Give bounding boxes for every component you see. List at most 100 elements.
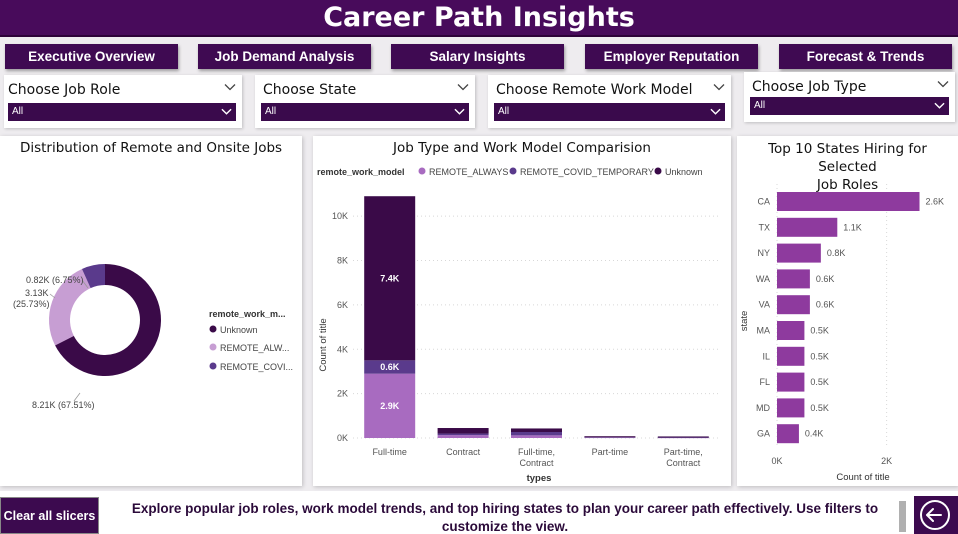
page-title: Career Path Insights (323, 2, 635, 33)
donut-slice-unknown[interactable] (55, 264, 162, 376)
state-bar-ny[interactable] (777, 243, 821, 263)
state-tick-label: WA (756, 274, 770, 284)
state-slicer[interactable]: Choose State All (255, 75, 475, 128)
bar-segment-unknown[interactable] (511, 428, 562, 433)
bar-segment-remote-always[interactable] (511, 435, 562, 438)
x-tick-label: Contract (446, 447, 481, 457)
donut-label-covid: 0.82K (6.75%) (26, 275, 84, 285)
state-bar-fl[interactable] (777, 372, 805, 392)
donut-legend-remote-always[interactable]: REMOTE_ALW... (220, 343, 289, 353)
top-states-title-line2: Job Roles (816, 177, 879, 193)
job-role-selected-value: All (12, 106, 24, 117)
x-tick-label: Part-time (592, 447, 629, 457)
bar-segment-remote-covid-temporary[interactable] (657, 437, 709, 438)
donut-slice-remote-always[interactable] (49, 268, 91, 346)
bar-segment-remote-always[interactable] (437, 435, 489, 438)
donut-legend-unknown[interactable]: Unknown (220, 325, 258, 335)
state-bar-md[interactable] (777, 398, 805, 418)
y-tick-label: 6K (337, 300, 348, 310)
back-button[interactable] (914, 496, 958, 534)
state-bar-tx[interactable] (777, 217, 838, 237)
job-role-slicer[interactable]: Choose Job Role All (4, 75, 242, 128)
scrollbar[interactable] (899, 501, 906, 532)
job-type-slicer-title: Choose Job Type (752, 79, 867, 95)
remote-work-model-dropdown[interactable]: All (494, 103, 725, 121)
y-tick-label: 4K (337, 344, 348, 354)
state-tick-label: GA (757, 429, 770, 439)
state-tick-label: MA (757, 326, 771, 336)
state-bar-va[interactable] (777, 295, 810, 315)
state-bar-value-label: 0.4K (805, 429, 824, 439)
legend-swatch-unknown (654, 167, 662, 175)
chevron-down-icon[interactable] (713, 81, 725, 93)
chevron-down-icon[interactable] (937, 78, 949, 90)
nav-executive-overview-button[interactable]: Executive Overview (5, 44, 178, 69)
bar-segment-remote-covid-temporary[interactable] (511, 432, 562, 436)
x-tick-label: Full-time, (518, 447, 555, 457)
state-dropdown[interactable]: All (261, 103, 469, 121)
job-type-selected-value: All (754, 100, 766, 111)
state-bar-il[interactable] (777, 346, 805, 366)
stacked-legend-remote-always[interactable]: REMOTE_ALWAYS (429, 167, 508, 177)
nav-job-demand-analysis-button[interactable]: Job Demand Analysis (198, 44, 371, 69)
state-bar-wa[interactable] (777, 269, 810, 289)
bar-segment-remote-covid-temporary[interactable] (437, 433, 489, 436)
legend-swatch-remote-always (418, 167, 426, 175)
clear-all-slicers-button[interactable]: Clear all slicers (0, 497, 99, 534)
donut-label-always-percent: (25.73%) (13, 299, 50, 309)
stacked-legend-title: remote_work_model (317, 167, 405, 177)
remote-work-model-slicer[interactable]: Choose Remote Work Model All (488, 75, 731, 128)
nav-employer-reputation-button[interactable]: Employer Reputation (585, 44, 758, 69)
stacked-legend-remote-covid[interactable]: REMOTE_COVID_TEMPORARY (520, 167, 654, 177)
chevron-down-icon[interactable] (457, 81, 469, 93)
nav-forecast-trends-button[interactable]: Forecast & Trends (779, 44, 952, 69)
remote-work-model-slicer-title: Choose Remote Work Model (496, 82, 693, 98)
job-role-dropdown[interactable]: All (8, 103, 236, 121)
state-slicer-title: Choose State (263, 82, 357, 98)
bar-data-label: 7.4K (380, 273, 400, 283)
job-type-slicer[interactable]: Choose Job Type All (744, 72, 955, 122)
bar-segment-unknown[interactable] (657, 436, 709, 438)
chevron-down-icon (221, 108, 232, 115)
legend-swatch-remote-covid (509, 167, 517, 175)
bar-segment-unknown[interactable] (364, 196, 416, 361)
bar-segment-unknown[interactable] (437, 428, 489, 434)
donut-chart: 0.82K (6.75%) 3.13K (25.73%) 8.21K (67.5… (13, 264, 293, 410)
stacked-xlabel: types (527, 473, 552, 484)
nav-salary-insights-button[interactable]: Salary Insights (391, 44, 564, 69)
donut-chart-panel: Distribution of Remote and Onsite Jobs 0… (0, 136, 302, 486)
state-bar-value-label: 1.1K (843, 222, 862, 232)
state-tick-label: NY (757, 248, 770, 258)
state-tick-label: CA (757, 197, 770, 207)
donut-slice-remote-covid[interactable] (81, 264, 105, 289)
state-bar-ca[interactable] (777, 192, 920, 211)
state-bar-value-label: 0.6K (816, 300, 835, 310)
donut-legend-title: remote_work_m... (209, 309, 286, 319)
state-bar-value-label: 0.5K (810, 326, 829, 336)
bar-data-label: 0.6K (380, 362, 400, 372)
job-type-dropdown[interactable]: All (750, 97, 949, 115)
bar-segment-remote-covid-temporary[interactable] (364, 360, 416, 374)
state-bar-value-label: 0.5K (810, 351, 829, 361)
y-tick-label: 10K (332, 211, 348, 221)
state-bar-ma[interactable] (777, 321, 805, 340)
legend-swatch-remote-always (209, 343, 217, 351)
chevron-down-icon[interactable] (224, 81, 236, 93)
x-tick-label: Full-time (372, 447, 407, 457)
bar-segment-unknown[interactable] (584, 436, 636, 438)
x-tick-label: Part-time, (664, 447, 703, 457)
stacked-legend-unknown[interactable]: Unknown (665, 167, 703, 177)
job-role-slicer-title: Choose Job Role (8, 82, 121, 98)
legend-swatch-unknown (209, 325, 217, 333)
donut-legend-remote-covid[interactable]: REMOTE_COVI... (220, 362, 293, 372)
bar-segment-remote-always[interactable] (364, 373, 416, 438)
chevron-down-icon (934, 102, 945, 109)
bar-segment-remote-always[interactable] (584, 437, 636, 439)
chevron-down-icon (710, 108, 721, 115)
state-bar-ga[interactable] (777, 424, 799, 444)
bar-segment-remote-covid-temporary[interactable] (584, 437, 636, 438)
x-tick-label: Contract (519, 458, 554, 468)
stacked-ylabel: Count of title (318, 318, 329, 371)
state-tick-label: VA (759, 300, 770, 310)
state-bar-value-label: 0.8K (827, 248, 846, 258)
